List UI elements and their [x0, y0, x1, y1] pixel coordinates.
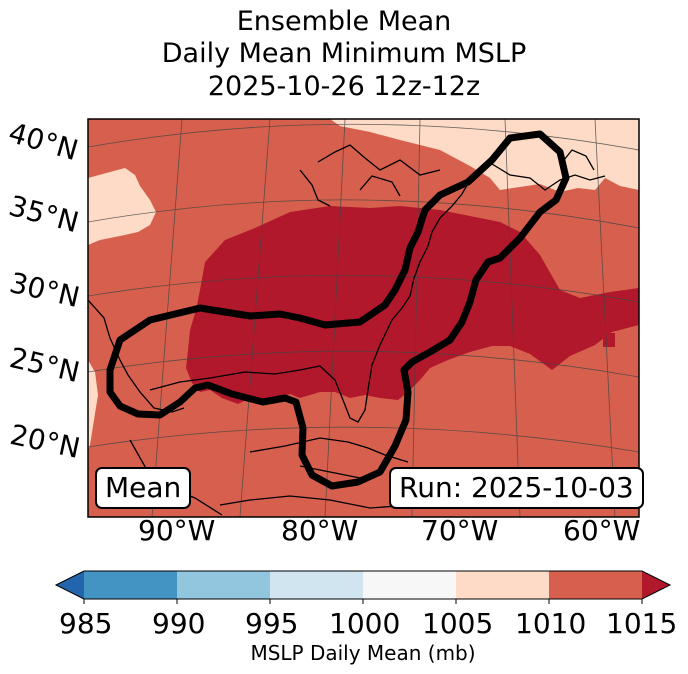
lon-label-90w: 90°W	[138, 514, 216, 547]
colorbar-bin-1005-1010	[456, 571, 549, 599]
pressure-light-patch-southwest	[88, 360, 98, 450]
colorbar-tick-990: 990	[152, 607, 206, 640]
map-panel	[88, 119, 639, 517]
ensemble-contour	[106, 130, 570, 490]
map-frame	[87, 118, 640, 518]
pressure-dark-field	[186, 206, 639, 404]
colorbar-label: MSLP Daily Mean (mb)	[250, 641, 476, 665]
colorbar-tick-1005: 1005	[422, 607, 494, 640]
colorbar-tick-1000: 1000	[329, 607, 401, 640]
colorbar-bin-1000-1005	[363, 571, 456, 599]
lon-label-60w: 60°W	[563, 514, 641, 547]
colorbar-bin-1010-1015	[549, 571, 642, 599]
title-line-1: Ensemble Mean	[236, 6, 452, 37]
lon-label-80w: 80°W	[281, 514, 359, 547]
colorbar-tick-1015: 1015	[606, 607, 678, 640]
lon-label-70w: 70°W	[421, 514, 499, 547]
title-line-2: Daily Mean Minimum MSLP	[161, 38, 527, 69]
colorbar-bin-990-995	[177, 571, 270, 599]
colorbar-tick-985: 985	[59, 607, 113, 640]
run-date-box: Run: 2025-10-03	[389, 467, 644, 509]
pressure-dark-block	[603, 333, 615, 347]
colorbar-under-arrow	[56, 571, 84, 599]
colorbar-bin-995-1000	[270, 571, 363, 599]
title-line-3: 2025-10-26 12z-12z	[207, 71, 481, 102]
colorbar-over-arrow	[642, 571, 670, 599]
mean-label-box: Mean	[95, 467, 192, 509]
pressure-light-patch-northwest	[88, 168, 156, 245]
colorbar-tick-995: 995	[245, 607, 299, 640]
colorbar	[54, 570, 672, 604]
colorbar-tick-1010: 1010	[515, 607, 587, 640]
colorbar-bin-985-990	[84, 571, 177, 599]
